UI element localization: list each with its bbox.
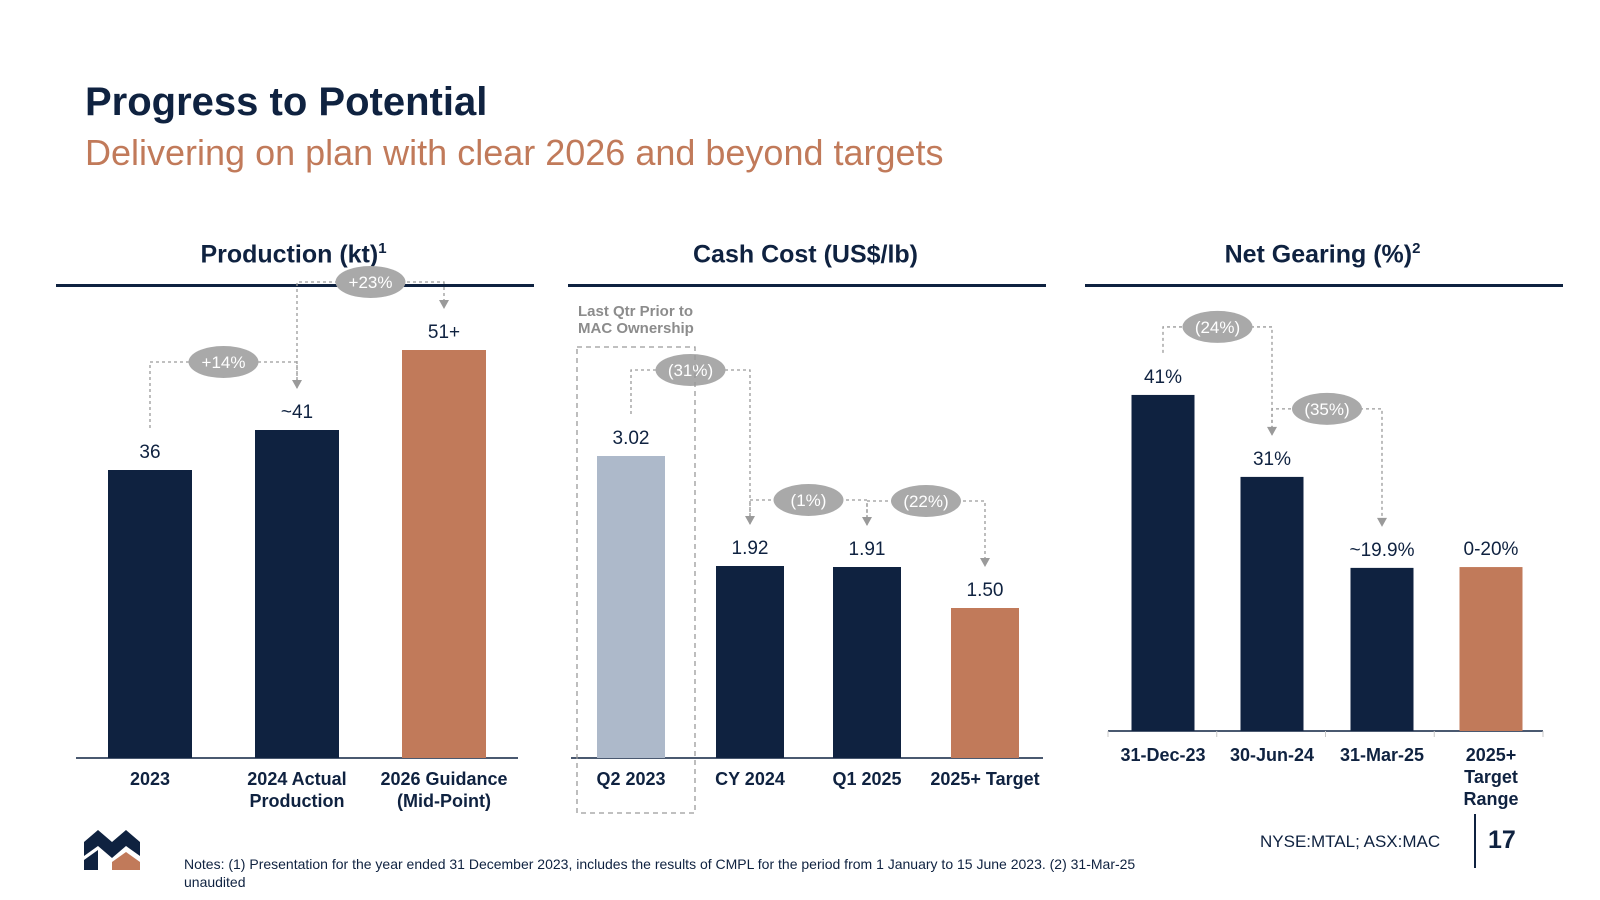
cash-cost-change-pill-3 — [891, 485, 961, 517]
cash-cost-change-arrow-1 — [745, 516, 755, 525]
production-category-label-3: (Mid-Point) — [397, 791, 491, 811]
net-gearing-bar-4 — [1459, 567, 1523, 731]
cash-cost-change-connector-2 — [749, 499, 868, 524]
production-footnote-marker: 1 — [378, 240, 387, 257]
cash-cost-change-arrow-3 — [980, 558, 990, 567]
net-gearing-change-label-1: (24%) — [1195, 318, 1240, 337]
production-bar-3 — [402, 350, 486, 758]
cash-cost-bar-3 — [833, 567, 901, 758]
production-category-label-2: 2024 Actual — [247, 769, 346, 789]
net-gearing-change-arrow-2 — [1377, 517, 1387, 527]
cash-cost-change-connector-3 — [866, 500, 986, 560]
production-title-rule — [56, 284, 534, 287]
footer-ticker: NYSE:MTAL; ASX:MAC — [1260, 832, 1441, 851]
production-change-pill-1 — [188, 346, 259, 378]
net-gearing-change-pill-2 — [1292, 392, 1362, 425]
net-gearing-value-label-2: 31% — [1253, 449, 1291, 470]
net-gearing-bar-3 — [1350, 567, 1414, 731]
cash-cost-change-label-3: (22%) — [903, 492, 948, 511]
production-category-label-2: Production — [250, 791, 345, 811]
cash-cost-annotation-text: MAC Ownership — [578, 320, 694, 337]
cash-cost-change-label-2: (1%) — [791, 491, 827, 510]
net-gearing-change-label-2: (35%) — [1304, 400, 1349, 419]
production-change-label-2: +23% — [349, 273, 393, 292]
footer-divider — [1474, 814, 1476, 868]
production-bar-1 — [108, 470, 192, 758]
cash-cost-value-label-1: 3.02 — [613, 428, 650, 449]
cash-cost-change-arrow-2 — [862, 517, 872, 526]
cash-cost-annotation-box — [576, 346, 696, 814]
company-logo-icon — [84, 830, 140, 870]
cash-cost-category-label-2: CY 2024 — [715, 769, 785, 789]
production-chart-title: Production (kt)1 — [56, 240, 531, 269]
net-gearing-category-label-3: 31-Mar-25 — [1340, 745, 1424, 765]
production-value-label-3: 51+ — [428, 322, 460, 343]
net-gearing-bar-2 — [1240, 476, 1304, 731]
page-title: Progress to Potential — [85, 80, 488, 124]
page-subtitle: Delivering on plan with clear 2026 and b… — [85, 132, 944, 173]
cash-cost-category-label-4: 2025+ Target — [930, 769, 1039, 789]
cash-cost-value-label-3: 1.91 — [849, 539, 886, 560]
production-value-label-2: ~41 — [281, 402, 313, 423]
cash-cost-change-pill-1 — [655, 354, 726, 386]
net-gearing-value-label-4: 0-20% — [1464, 539, 1519, 560]
production-change-label-1: +14% — [202, 353, 246, 372]
page-number: 17 — [1488, 826, 1516, 854]
net-gearing-category-label-4: 2025+ — [1466, 745, 1517, 765]
footer-notes: Notes: (1) Presentation for the year end… — [184, 856, 1136, 890]
production-change-arrow-1 — [292, 380, 302, 389]
net-gearing-chart-title: Net Gearing (%)2 — [1085, 240, 1560, 269]
cash-cost-bar-2 — [716, 566, 784, 758]
cash-cost-bar-4 — [951, 608, 1019, 758]
cash-cost-category-label-1: Q2 2023 — [596, 769, 665, 789]
net-gearing-category-label-1: 31-Dec-23 — [1120, 745, 1205, 765]
net-gearing-value-label-3: ~19.9% — [1350, 540, 1415, 561]
cash-cost-bar-1 — [597, 456, 665, 758]
cash-cost-change-pill-2 — [773, 484, 844, 516]
net-gearing-category-label-4: Target — [1464, 767, 1518, 787]
net-gearing-change-arrow-1 — [1267, 426, 1277, 436]
net-gearing-bar-1 — [1131, 394, 1195, 731]
production-category-label-3: 2026 Guidance — [380, 769, 507, 789]
cash-cost-annotation-text: Last Qtr Prior to — [578, 303, 693, 320]
net-gearing-footnote-marker: 2 — [1412, 240, 1421, 257]
cash-cost-value-label-2: 1.92 — [732, 538, 769, 559]
production-change-arrow-2 — [439, 300, 449, 309]
net-gearing-title-text: Net Gearing (%) — [1224, 240, 1413, 269]
production-value-label-1: 36 — [139, 442, 160, 463]
production-title-text: Production (kt) — [200, 240, 379, 269]
cash-cost-title-rule — [568, 284, 1046, 287]
net-gearing-change-pill-1 — [1182, 310, 1253, 343]
cash-cost-title-text: Cash Cost (US$/lb) — [692, 240, 919, 269]
production-change-pill-2 — [335, 266, 406, 298]
net-gearing-value-label-1: 41% — [1144, 367, 1182, 388]
production-category-label-1: 2023 — [130, 769, 170, 789]
net-gearing-category-label-4: Range — [1463, 789, 1518, 809]
cash-cost-category-label-3: Q1 2025 — [832, 769, 901, 789]
net-gearing-title-rule — [1085, 284, 1563, 287]
cash-cost-chart-title: Cash Cost (US$/lb) — [568, 240, 1043, 269]
net-gearing-category-label-2: 30-Jun-24 — [1230, 745, 1314, 765]
cash-cost-change-label-1: (31%) — [668, 361, 713, 380]
production-bar-2 — [255, 430, 339, 758]
cash-cost-value-label-4: 1.50 — [967, 580, 1004, 601]
